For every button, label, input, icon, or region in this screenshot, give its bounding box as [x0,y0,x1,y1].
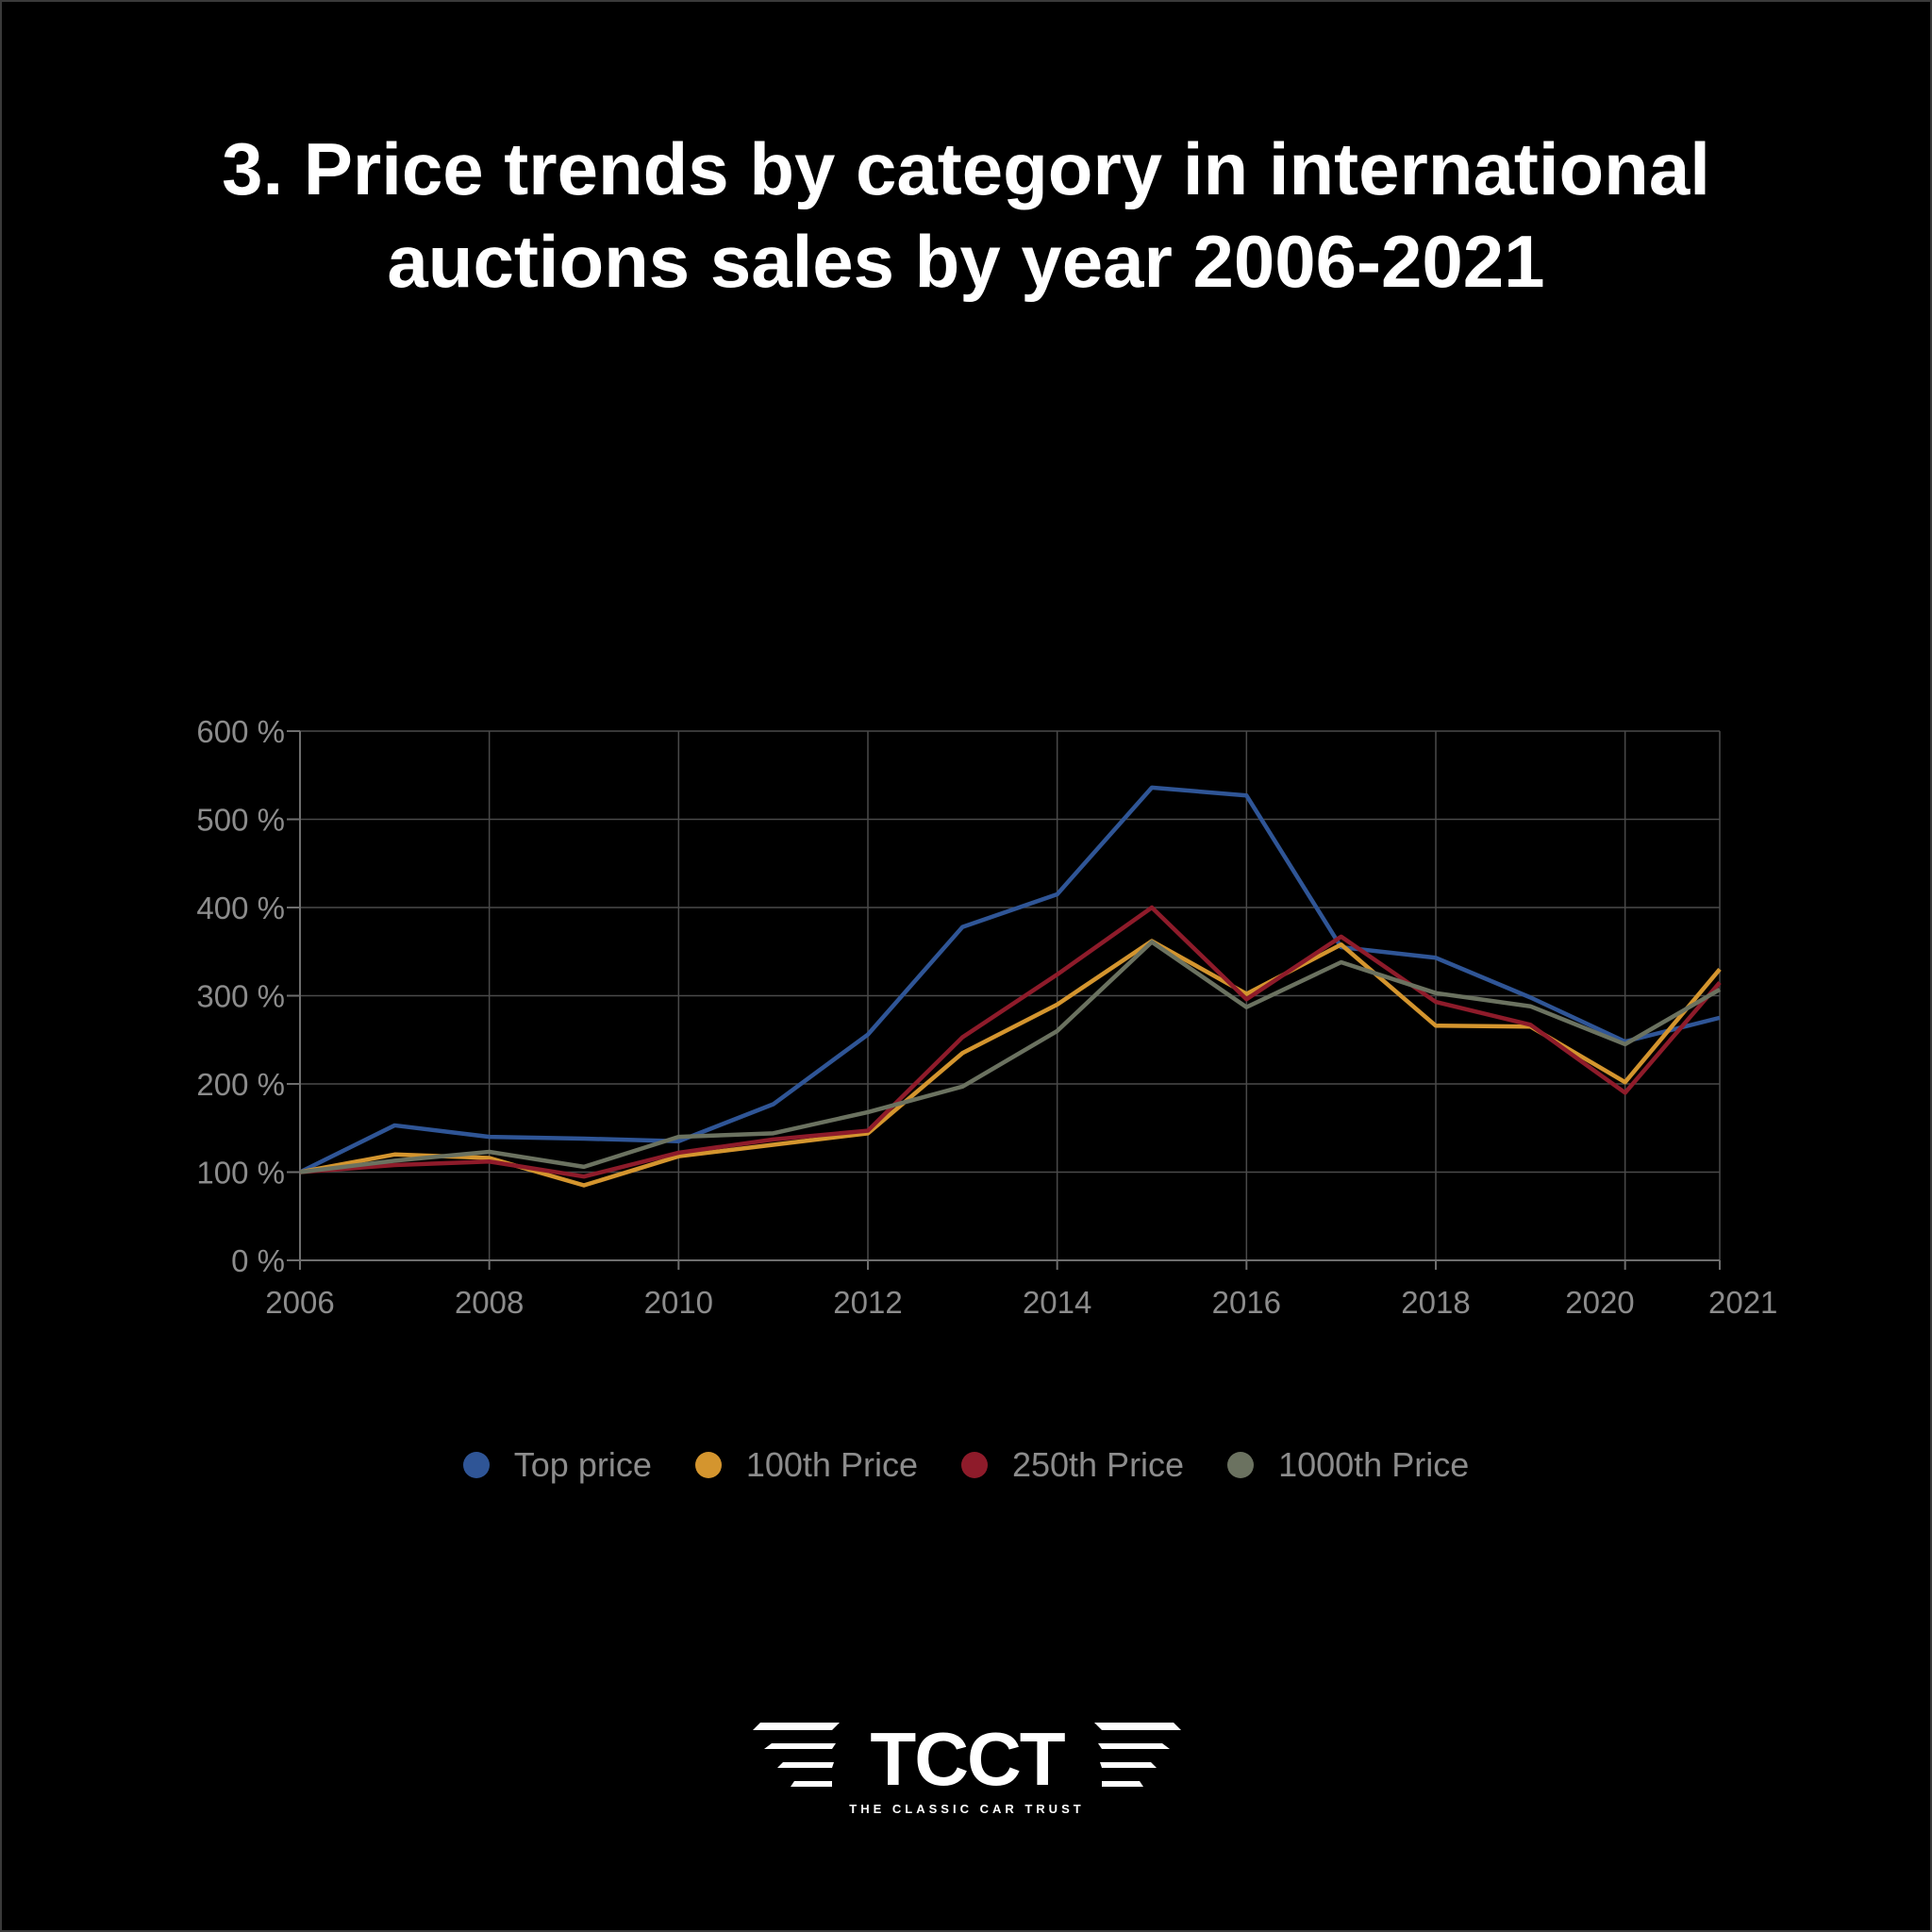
y-tick-label: 100 % [196,1156,285,1191]
legend-label: 250th Price [1011,1445,1185,1484]
x-tick-label: 2014 [1023,1285,1091,1320]
x-tick-label: 2010 [644,1285,713,1320]
chart-title-line-1: 3. Price trends by category in internati… [222,127,1710,210]
x-tick-label: 2021 [1708,1285,1777,1320]
legend-swatch [694,1452,722,1478]
y-tick-label: 600 % [196,714,285,749]
y-tick-label: 200 % [196,1067,285,1102]
legend-item: 250th Price [960,1445,1185,1485]
tcct-logo: TCCT THE CLASSIC CAR TRUST [745,1717,1189,1821]
x-axis-tick-labels: 2006 2008 2010 2012 2014 2016 2018 2020 2021 [265,1285,1777,1320]
y-tick-label: 300 % [196,979,285,1014]
y-tick-label: 0 % [231,1243,285,1278]
series-line-1000th-price [299,940,1722,1174]
chart-axes [287,730,1721,1270]
series-line-250th-price [299,905,1722,1179]
legend-item: 100th Price [694,1445,918,1485]
logo-text: TCCT [870,1717,1065,1801]
series-line-top-price [299,785,1721,1174]
legend-item: Top price [462,1445,652,1485]
legend-item: 1000th Price [1227,1445,1469,1485]
x-tick-label: 2020 [1565,1285,1634,1320]
x-tick-label: 2016 [1212,1285,1281,1320]
chart-title-line-2: auctions sales by year 2006-2021 [387,220,1545,303]
chart-title: 3. Price trends by category in internati… [0,123,1932,308]
logo-tagline: THE CLASSIC CAR TRUST [849,1802,1085,1816]
logo-wing-bars-icon [753,1723,1181,1787]
legend-swatch [462,1452,490,1478]
legend-swatch [960,1452,988,1478]
x-tick-label: 2006 [265,1285,334,1320]
series-line-100th-price [299,939,1722,1188]
y-tick-label: 400 % [196,891,285,925]
y-axis-tick-labels: 0 % 100 % 200 % 300 % 400 % 500 % 600 % [196,714,285,1278]
legend-label: Top price [513,1445,652,1484]
x-tick-label: 2008 [455,1285,524,1320]
x-tick-label: 2012 [833,1285,902,1320]
legend-label: 1000th Price [1278,1445,1470,1484]
x-tick-label: 2018 [1401,1285,1470,1320]
legend-swatch [1227,1452,1255,1478]
chart-legend: Top price 100th Price 250th Price 1000th Pr… [0,1441,1932,1489]
chart-series-group [299,785,1722,1188]
chart-grid [300,730,1721,1260]
legend-label: 100th Price [745,1445,918,1484]
y-tick-label: 500 % [196,803,285,838]
